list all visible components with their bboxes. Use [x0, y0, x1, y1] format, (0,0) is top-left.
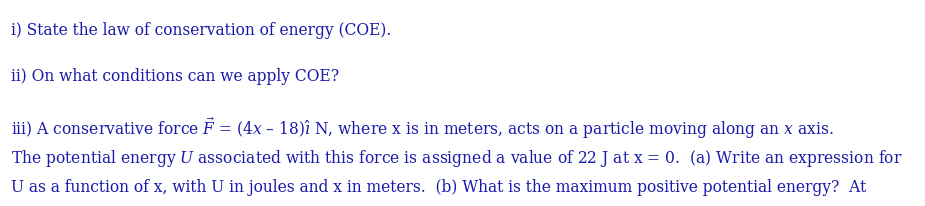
Text: i) State the law of conservation of energy (COE).: i) State the law of conservation of ener… [11, 22, 391, 39]
Text: ii) On what conditions can we apply COE?: ii) On what conditions can we apply COE? [11, 68, 339, 85]
Text: U as a function of x, with U in joules and x in meters.  (b) What is the maximum: U as a function of x, with U in joules a… [11, 178, 867, 195]
Text: The potential energy $U$ associated with this force is assigned a value of 22 J : The potential energy $U$ associated with… [11, 147, 903, 168]
Text: iii) A conservative force $\vec{F}$ = (4$x$ – 18)$\hat{\imath}$ N, where x is in: iii) A conservative force $\vec{F}$ = (4… [11, 115, 833, 140]
